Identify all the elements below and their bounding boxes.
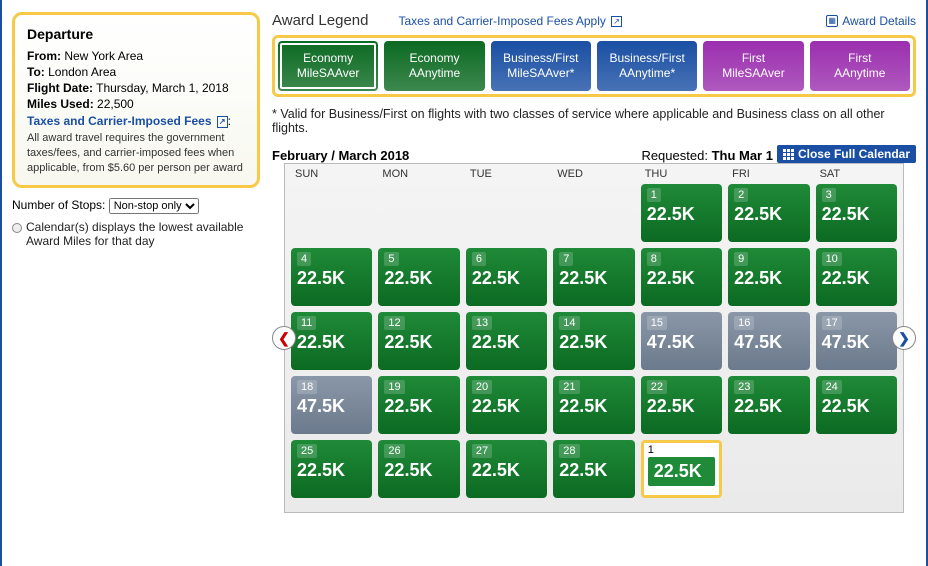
calendar-day[interactable]: 2122.5K [553,376,634,434]
taxes-apply-link[interactable]: Taxes and Carrier-Imposed Fees Apply ↗ [398,14,621,28]
dow-header: MON [378,168,459,180]
external-icon: ↗ [611,16,622,27]
taxes-fees-link[interactable]: Taxes and Carrier-Imposed Fees ↗ [27,114,228,128]
to-value: London Area [48,65,116,79]
external-icon: ↗ [217,116,228,129]
calendar-day[interactable]: 622.5K [466,248,547,306]
date-label: Flight Date: [27,81,93,95]
calendar-day[interactable]: 2222.5K [641,376,722,434]
to-label: To: [27,65,45,79]
calendar-day[interactable]: 722.5K [553,248,634,306]
dow-header: TUE [466,168,547,180]
from-value: New York Area [64,49,143,63]
calendar-day-requested[interactable]: 122.5K [641,440,722,498]
stops-select[interactable]: Non-stop only [109,198,199,214]
prev-month-button[interactable]: ❮ [272,326,296,350]
cabin-tab[interactable]: EconomyMileSAAver [278,41,378,91]
requested-label: Requested: Thu Mar 1 [641,148,773,163]
calendar-day[interactable]: 422.5K [291,248,372,306]
calendar-day[interactable]: 522.5K [378,248,459,306]
departure-panel: Departure From: New York Area To: London… [12,12,260,188]
calendar-day[interactable]: 2422.5K [816,376,897,434]
calendar-day[interactable]: 2822.5K [553,440,634,498]
miles-label: Miles Used: [27,97,94,111]
calendar-day[interactable]: 2322.5K [728,376,809,434]
next-month-button[interactable]: ❯ [892,326,916,350]
calendar-day[interactable]: 922.5K [728,248,809,306]
calendar-day[interactable]: 1122.5K [291,312,372,370]
calendar-empty [553,184,634,242]
calendar-empty [378,184,459,242]
award-calendar: SUNMONTUEWEDTHUFRISAT 122.5K222.5K322.5K… [284,163,904,513]
calendar-day[interactable]: 122.5K [641,184,722,242]
award-details-link[interactable]: ▦ Award Details [826,14,916,28]
cabin-tab[interactable]: Business/FirstAAnytime* [597,41,697,91]
calendar-day[interactable]: 1022.5K [816,248,897,306]
calendar-day[interactable]: 1922.5K [378,376,459,434]
calendar-day[interactable]: 1222.5K [378,312,459,370]
details-icon: ▦ [826,15,838,27]
cabin-footnote: * Valid for Business/First on flights wi… [272,107,916,135]
calendar-day[interactable]: 2622.5K [378,440,459,498]
fine-print: All award travel requires the government… [27,131,245,176]
stops-row: Number of Stops: Non-stop only [12,198,260,214]
calendar-day[interactable]: 1422.5K [553,312,634,370]
calendar-day[interactable]: 322.5K [816,184,897,242]
dow-header: SAT [816,168,897,180]
calendar-day[interactable]: 1647.5K [728,312,809,370]
cabin-tab[interactable]: EconomyAAnytime [384,41,484,91]
departure-heading: Departure [27,25,245,44]
calendar-day[interactable]: 1747.5K [816,312,897,370]
stops-label: Number of Stops: [12,198,105,212]
calendar-day[interactable]: 222.5K [728,184,809,242]
close-calendar-button[interactable]: Close Full Calendar [777,145,916,163]
miles-value: 22,500 [97,97,134,111]
grid-icon [783,149,794,160]
calendar-day[interactable]: 1847.5K [291,376,372,434]
dow-header: THU [641,168,722,180]
calendar-day[interactable]: 1322.5K [466,312,547,370]
dow-header: WED [553,168,634,180]
calendar-empty [466,184,547,242]
calendar-month: February / March 2018 [272,148,641,163]
cabin-tab[interactable]: FirstMileSAAver [703,41,803,91]
award-legend-title: Award Legend [272,12,368,29]
date-value: Thursday, March 1, 2018 [96,81,229,95]
calendar-day[interactable]: 1547.5K [641,312,722,370]
calendar-day[interactable]: 2722.5K [466,440,547,498]
cabin-tabs: EconomyMileSAAverEconomyAAnytimeBusiness… [272,35,916,97]
cabin-tab[interactable]: Business/FirstMileSAAver* [491,41,591,91]
calendar-day[interactable]: 822.5K [641,248,722,306]
lowest-miles-note: Calendar(s) displays the lowest availabl… [12,220,260,248]
calendar-day[interactable]: 2522.5K [291,440,372,498]
dow-header: SUN [291,168,372,180]
dow-header: FRI [728,168,809,180]
calendar-day[interactable]: 2022.5K [466,376,547,434]
calendar-empty [291,184,372,242]
cabin-tab[interactable]: FirstAAnytime [810,41,910,91]
from-label: From: [27,49,61,63]
